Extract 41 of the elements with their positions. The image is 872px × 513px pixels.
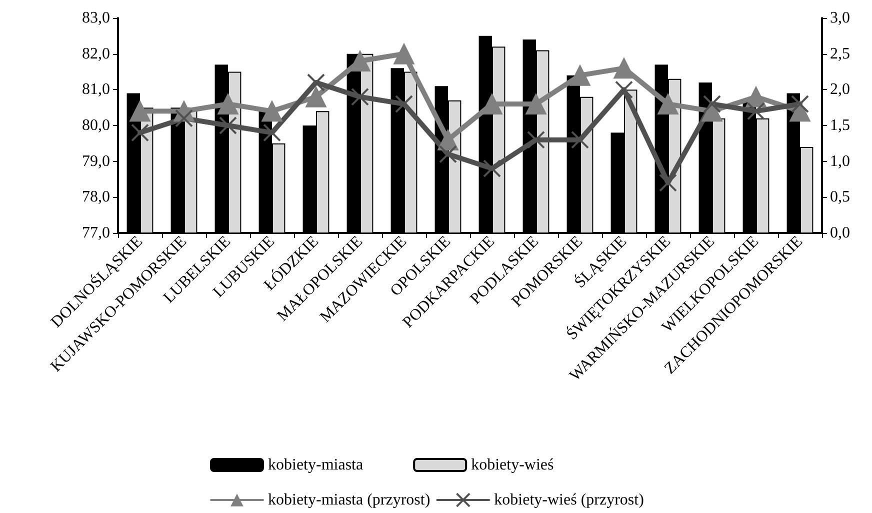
point [526, 94, 546, 114]
point [131, 124, 149, 142]
y-tick-label: 80,0 [82, 117, 110, 134]
point [219, 116, 237, 134]
y-tick-label: 82,0 [82, 45, 110, 62]
y2-tick-label: 1,0 [830, 152, 850, 170]
y-tick-label: 83,0 [82, 10, 110, 26]
point [571, 130, 589, 149]
point [658, 94, 678, 114]
y2-tick-label: 2,0 [830, 81, 850, 98]
y2-tick-label: 0,0 [830, 224, 850, 242]
y2-tick-label: 2,5 [830, 45, 850, 62]
y-tick-label: 78,0 [82, 188, 110, 206]
point [482, 94, 502, 114]
point [614, 58, 634, 79]
point [527, 130, 545, 149]
point [570, 64, 590, 86]
point [395, 95, 413, 113]
y2-tick-label: 1,5 [830, 117, 850, 134]
legend-label: kobiety-wieś (przyrost) [494, 492, 644, 508]
y-tick-label: 81,0 [82, 81, 110, 98]
point [350, 50, 370, 72]
point [659, 174, 677, 192]
point [483, 160, 501, 178]
point [306, 86, 326, 108]
point [263, 124, 281, 142]
point [307, 74, 325, 92]
point [351, 88, 369, 106]
point [394, 43, 414, 64]
y2-tick-label: 3,0 [830, 10, 850, 26]
y-tick-label: 79,0 [82, 152, 110, 170]
legend-label: kobiety-miasta (przyrost) [268, 492, 430, 508]
point [747, 102, 765, 120]
legend-label: kobiety-miasta [268, 456, 364, 474]
point [218, 94, 238, 114]
y2-tick-label: 0,5 [830, 188, 850, 206]
point [439, 145, 457, 164]
point [615, 80, 633, 99]
point [262, 100, 282, 122]
point [130, 100, 150, 122]
legend-label: kobiety-wieś [471, 456, 554, 474]
